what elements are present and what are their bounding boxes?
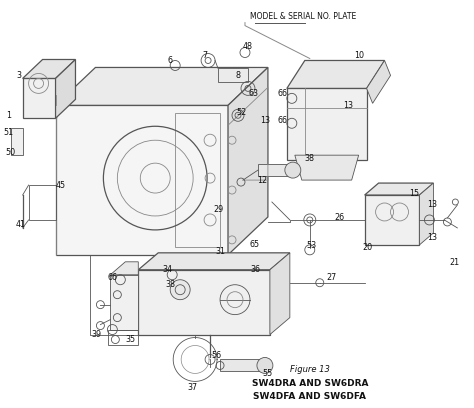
Text: 38: 38 xyxy=(305,154,315,163)
Polygon shape xyxy=(295,155,359,180)
Text: 39: 39 xyxy=(91,330,101,339)
Text: 7: 7 xyxy=(202,51,208,60)
Text: 41: 41 xyxy=(16,220,26,229)
Text: 37: 37 xyxy=(187,383,197,392)
Text: 13: 13 xyxy=(428,200,438,209)
Polygon shape xyxy=(55,60,75,118)
Circle shape xyxy=(285,162,301,178)
Text: 20: 20 xyxy=(363,243,373,253)
Text: 12: 12 xyxy=(257,175,267,184)
Polygon shape xyxy=(138,270,270,335)
Text: 66: 66 xyxy=(278,89,288,98)
Text: 45: 45 xyxy=(55,181,65,190)
Polygon shape xyxy=(419,183,433,245)
Polygon shape xyxy=(55,67,268,105)
Circle shape xyxy=(257,357,273,373)
Polygon shape xyxy=(23,78,55,118)
Text: 13: 13 xyxy=(428,233,438,242)
Polygon shape xyxy=(366,60,391,103)
Text: 13: 13 xyxy=(343,101,353,110)
Text: 29: 29 xyxy=(213,206,223,215)
Text: 63: 63 xyxy=(249,89,259,98)
Text: 52: 52 xyxy=(237,108,247,117)
Text: 38: 38 xyxy=(165,280,175,289)
Polygon shape xyxy=(287,89,366,160)
Text: 48: 48 xyxy=(243,42,253,51)
Text: MODEL & SERIAL NO. PLATE: MODEL & SERIAL NO. PLATE xyxy=(250,11,356,21)
Polygon shape xyxy=(228,67,268,255)
Circle shape xyxy=(170,280,190,299)
Text: 66: 66 xyxy=(278,116,288,125)
Text: 26: 26 xyxy=(335,213,345,222)
Polygon shape xyxy=(138,253,290,270)
Text: 66: 66 xyxy=(108,273,118,282)
Text: 1: 1 xyxy=(6,111,11,120)
Text: SW4DRA AND SW6DRA: SW4DRA AND SW6DRA xyxy=(252,379,368,388)
Polygon shape xyxy=(365,183,433,195)
Polygon shape xyxy=(270,253,290,335)
Text: 56: 56 xyxy=(211,351,221,360)
Polygon shape xyxy=(365,195,419,245)
Polygon shape xyxy=(258,164,293,176)
Text: 27: 27 xyxy=(327,273,337,282)
Polygon shape xyxy=(220,359,265,371)
Polygon shape xyxy=(110,275,138,330)
Polygon shape xyxy=(110,262,138,275)
Text: 65: 65 xyxy=(250,240,260,249)
Text: 31: 31 xyxy=(215,247,225,256)
Text: 21: 21 xyxy=(449,258,459,267)
Text: SW4DFA AND SW6DFA: SW4DFA AND SW6DFA xyxy=(253,392,366,401)
Text: 51: 51 xyxy=(4,128,14,137)
Text: 6: 6 xyxy=(168,56,173,65)
Text: 8: 8 xyxy=(236,71,240,80)
Polygon shape xyxy=(23,60,75,78)
Text: 50: 50 xyxy=(6,148,16,157)
Text: 10: 10 xyxy=(355,51,365,60)
Text: 35: 35 xyxy=(125,335,136,344)
Polygon shape xyxy=(55,105,228,255)
Text: 34: 34 xyxy=(162,265,172,274)
Polygon shape xyxy=(11,128,23,155)
Text: 53: 53 xyxy=(307,242,317,251)
Text: 55: 55 xyxy=(263,369,273,378)
Text: 36: 36 xyxy=(250,265,260,274)
Text: 15: 15 xyxy=(410,188,419,197)
Text: 3: 3 xyxy=(16,71,21,80)
Text: Figure 13: Figure 13 xyxy=(290,365,330,374)
Polygon shape xyxy=(287,60,384,89)
Text: 13: 13 xyxy=(260,116,270,125)
